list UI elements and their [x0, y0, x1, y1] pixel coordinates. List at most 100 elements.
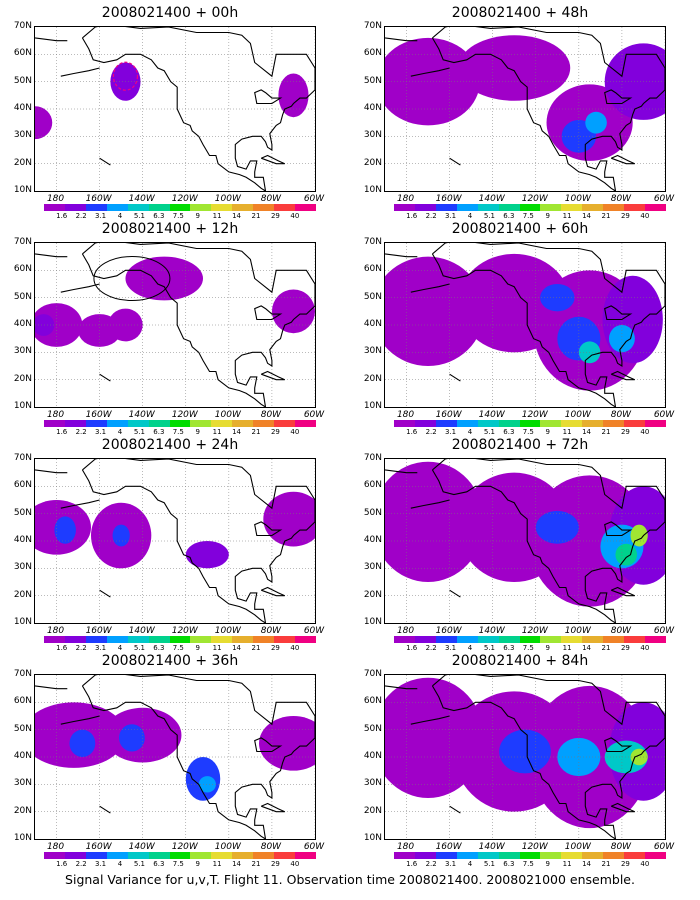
lon-tick-label: 80W — [610, 626, 632, 636]
colorbar-label: 14 — [232, 860, 242, 868]
coastline — [604, 305, 633, 321]
map-svg — [35, 675, 315, 839]
colorbar-swatch — [477, 204, 499, 211]
colorbar-label: 9 — [195, 644, 200, 652]
colorbar-swatch — [211, 636, 233, 643]
lat-tick-label: 20N — [363, 373, 382, 384]
lat-tick-label: 60N — [363, 480, 382, 491]
map-area — [34, 242, 316, 408]
panel-title: 2008021400 + 12h — [101, 221, 239, 237]
colorbar-swatch — [519, 204, 541, 211]
colorbar-swatch — [190, 636, 212, 643]
colorbar-swatch — [127, 636, 149, 643]
colorbar-label: 29 — [270, 212, 280, 220]
coastline — [234, 305, 315, 407]
map-panel: 2008021400 + 36h 70N 60N 50N 40N 30N 20N 10N 180… — [0, 652, 340, 870]
coastline — [82, 675, 315, 738]
lon-tick-label: 180 — [46, 842, 65, 852]
variance-contour — [385, 256, 485, 366]
lat-tick-label: 30N — [363, 130, 382, 141]
colorbar-label: 1.6 — [406, 212, 418, 220]
lat-tick-label: 10N — [13, 617, 32, 627]
colorbar-label: 5.1 — [133, 212, 145, 220]
variance-contour — [112, 524, 130, 547]
colorbar-swatch — [211, 852, 233, 859]
coastline — [99, 589, 111, 598]
colorbar-swatch — [519, 636, 541, 643]
colorbar-label: 2.2 — [75, 860, 87, 868]
colorbar-label: 21 — [601, 212, 611, 220]
colorbar-swatch — [394, 636, 415, 643]
colorbar-label: 11 — [212, 428, 222, 436]
colorbar-swatch — [435, 852, 457, 859]
colorbar-label: 21 — [601, 860, 611, 868]
lon-tick-label: 160W — [435, 410, 462, 420]
lon-tick-label: 120W — [171, 626, 198, 636]
colorbar-label: 9 — [545, 212, 550, 220]
colorbar-swatch — [169, 204, 191, 211]
coastline — [584, 305, 665, 407]
colorbar-swatch — [274, 420, 296, 427]
coastline — [385, 469, 418, 474]
colorbar-swatch — [582, 636, 604, 643]
lat-tick-label: 10N — [363, 833, 382, 843]
lat-tick-label: 50N — [363, 723, 382, 734]
colorbar-label: 5.1 — [133, 644, 145, 652]
coastline — [610, 802, 636, 813]
variance-contour — [271, 289, 315, 334]
map-area — [384, 26, 666, 192]
coastline — [234, 737, 315, 839]
colorbar-label: 21 — [251, 428, 261, 436]
variance-contour — [609, 325, 635, 353]
lon-tick-label: 120W — [171, 194, 198, 204]
variance-contour — [615, 543, 637, 566]
colorbar-swatch — [85, 204, 107, 211]
coastline — [449, 373, 461, 382]
colorbar-swatch — [232, 204, 254, 211]
map-panel: 2008021400 + 12h 70N 60N 50N 40N 30N 20N 10N 180… — [0, 220, 340, 438]
lon-tick-label: 100W — [564, 194, 591, 204]
lat-tick-label: 40N — [13, 535, 32, 545]
lon-tick-label: 160W — [435, 194, 462, 204]
colorbar-label: 6.3 — [153, 860, 165, 868]
colorbar-labels: 1.6 2.2 3.1 4 5.1 6.3 7.5 9 11 14 21 29 40 — [394, 860, 666, 870]
lat-tick-label: 30N — [363, 346, 382, 357]
lon-tick-label: 140W — [128, 194, 155, 204]
colorbar-swatch — [64, 852, 86, 859]
coastline — [81, 469, 266, 623]
colorbar-swatch — [582, 204, 604, 211]
coastline — [604, 737, 633, 753]
map-panel: 2008021400 + 24h 70N 60N 50N 40N 30N 20N 10N 180… — [0, 436, 340, 654]
colorbar-swatch — [232, 420, 254, 427]
colorbar-swatch — [582, 852, 604, 859]
coastline — [81, 253, 266, 407]
colorbar-label: 11 — [212, 212, 222, 220]
colorbar-swatch — [44, 204, 65, 211]
colorbar-label: 7.5 — [522, 644, 534, 652]
colorbar-label: 5.1 — [483, 644, 495, 652]
map-svg — [35, 27, 315, 191]
colorbar-swatch — [498, 852, 520, 859]
colorbar-label: 3.1 — [94, 212, 107, 220]
lon-tick-label: 120W — [521, 626, 548, 636]
coastline — [254, 305, 283, 321]
colorbar — [44, 852, 316, 859]
lon-tick-label: 140W — [128, 842, 155, 852]
map-svg — [385, 27, 665, 191]
colorbar-label: 29 — [620, 212, 630, 220]
colorbar-label: 5.1 — [483, 860, 495, 868]
lat-tick-label: 20N — [13, 157, 32, 168]
lon-tick-label: 100W — [214, 842, 241, 852]
lon-tick-label: 100W — [564, 626, 591, 636]
colorbar-swatch — [477, 420, 499, 427]
variance-contour — [35, 303, 83, 347]
variance-contour — [585, 111, 607, 134]
variance-contour — [69, 729, 96, 757]
colorbar-labels: 1.6 2.2 3.1 4 5.1 6.3 7.5 9 11 14 21 29 40 — [394, 428, 666, 438]
variance-contour — [119, 724, 145, 752]
colorbar-label: 4 — [467, 644, 473, 652]
colorbar-label: 3.1 — [94, 428, 107, 436]
coastline — [410, 499, 450, 509]
colorbar-swatch — [274, 204, 296, 211]
map-panel: 2008021400 + 84h 70N 60N 50N 40N 30N 20N 10N 180… — [350, 652, 690, 870]
